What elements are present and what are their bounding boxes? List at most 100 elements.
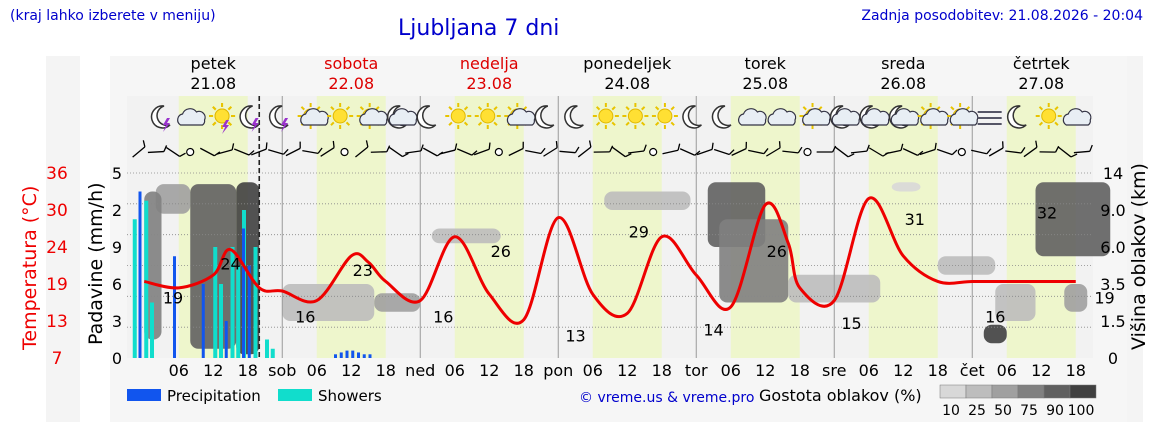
cloud-density-area (374, 293, 421, 312)
right-panel (1127, 56, 1143, 422)
wind-barb (612, 146, 632, 158)
wind-feather (711, 142, 714, 150)
axis-day-short: tor (685, 361, 708, 380)
wind-barb (731, 141, 747, 156)
temperature-label: 24 (220, 255, 240, 274)
moon-icon (1007, 105, 1027, 129)
weather-icon (297, 103, 329, 129)
weather-icon (209, 103, 236, 134)
wind-feather (763, 148, 769, 155)
wind-shaft (473, 148, 490, 156)
sun-ray (448, 121, 453, 126)
precip-bar (138, 191, 142, 358)
location-hint-link[interactable]: (kraj lahko izberete v meniju) (10, 8, 216, 24)
wind-shaft (988, 147, 1004, 157)
weather-icon (947, 103, 979, 129)
day-date: 26.08 (880, 74, 926, 93)
wind-feather (555, 141, 558, 148)
wind-barb (885, 143, 904, 155)
wind-feather (402, 152, 409, 158)
wind-shaft (422, 147, 438, 157)
wind-barb (439, 143, 458, 155)
temperature-label: 26 (491, 242, 511, 261)
wind-feather (643, 144, 647, 152)
wind-feather (1089, 144, 1093, 152)
sun-ray (655, 121, 660, 126)
weather-icon (1035, 103, 1062, 129)
weather-icon (150, 105, 171, 132)
wind-shaft (166, 146, 181, 158)
weather-icon (711, 105, 732, 129)
calm-marker (803, 147, 812, 157)
cloud-height-tick: 9.0 (1100, 201, 1125, 220)
wind-feather (745, 141, 747, 149)
moon-icon (268, 105, 289, 129)
shower-bar (253, 247, 258, 358)
wind-feather (540, 147, 546, 154)
precip-tick: 2 (112, 201, 122, 220)
wind-barb (508, 141, 524, 157)
wind-barb (405, 144, 424, 154)
wind-shaft (1058, 146, 1072, 158)
wind-barb (919, 142, 937, 156)
axis-hour-tick: 12 (203, 361, 223, 380)
cloud-icon (861, 108, 890, 126)
cloud-icon (767, 108, 797, 126)
axis-day-short: pon (543, 361, 573, 380)
wind-barb (233, 148, 255, 156)
wind-feather (488, 142, 491, 150)
wind-barb (1005, 147, 1026, 154)
wind-shaft (405, 150, 422, 154)
axis-hour-tick: 18 (376, 361, 396, 380)
wind-feather (986, 148, 992, 155)
wind-barb (456, 148, 478, 156)
temperature-line (143, 196, 1076, 325)
axis-hour-tick: 18 (652, 361, 672, 380)
lightning-icon (222, 120, 230, 134)
axis-hour-tick: 06 (169, 361, 189, 380)
wind-feather (317, 147, 323, 154)
wind-feather (386, 145, 391, 152)
daylight-band (592, 96, 662, 358)
wind-barb (543, 141, 558, 157)
wind-shaft (439, 149, 456, 155)
temperature-label: 16 (433, 308, 453, 327)
day-name: sobota (324, 54, 378, 73)
temperature-label: 15 (841, 314, 861, 333)
moon-icon (150, 105, 171, 129)
cloud-density-area (1035, 182, 1111, 257)
sun-ray (670, 121, 675, 126)
wind-barb (340, 147, 349, 157)
sun-ray (611, 121, 616, 126)
wind-shaft (868, 147, 884, 157)
wind-barb (971, 148, 992, 155)
weather-icon (534, 105, 555, 129)
precip-tick: 9 (112, 238, 122, 257)
weather-icon (682, 105, 702, 129)
shower-bar (265, 339, 269, 358)
weather-icon (239, 105, 260, 132)
moon-icon (239, 105, 260, 129)
sun-ray (802, 106, 807, 111)
weather-icon (474, 103, 501, 129)
sun-ray (625, 121, 630, 126)
legend-precip-swatch (127, 389, 161, 401)
day-name: četrtek (1013, 54, 1071, 73)
wind-shaft (199, 147, 215, 157)
wind-barb (166, 146, 186, 158)
sun-ray (950, 106, 955, 111)
wind-shaft (971, 149, 987, 155)
cloud-icon (738, 108, 767, 126)
calm-marker (957, 147, 966, 157)
density-level: 25 (968, 403, 986, 419)
weather-icon (799, 103, 831, 129)
moon-icon (711, 105, 732, 129)
wind-barb (1073, 144, 1093, 154)
weather-icon (651, 103, 678, 129)
legend-precip-label: Precipitation (167, 387, 261, 405)
axis-hour-tick: 18 (1066, 361, 1086, 380)
sun-icon (657, 108, 673, 124)
cloud-height-tick: 6.0 (1100, 238, 1125, 257)
precip-bar (242, 228, 245, 358)
